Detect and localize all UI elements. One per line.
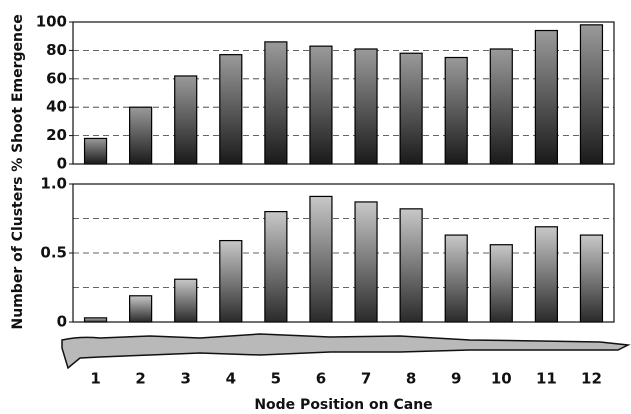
y-tick-label: 80 [46,41,67,59]
bar [85,318,107,322]
bar [265,42,287,164]
bar [310,46,332,164]
x-tick-label: 10 [491,370,512,388]
y-tick-label: 0 [57,313,67,331]
y-axis-label: Number of Clusters [10,177,26,330]
bar [535,31,557,164]
x-tick-label: 2 [135,370,145,388]
cane-illustration [62,334,628,368]
x-tick-label: 3 [180,370,190,388]
y-axis-label: % Shoot Emergence [10,14,26,172]
y-tick-label: 100 [36,13,67,31]
chart: 0 20 40 60 80 100 % Shoot Emergence 0 0.5 1.0 Numb… [0,0,631,414]
bar [175,76,197,164]
x-axis-label: Node Position on Cane [254,397,432,413]
x-tick-label: 6 [316,370,326,388]
y-tick-label: 0.5 [40,244,67,262]
bar [220,55,242,164]
bar [355,49,377,164]
x-tick-label: 7 [361,370,371,388]
bar [490,49,512,164]
bar [400,209,422,322]
bar [85,138,107,164]
bar [130,296,152,322]
plot-frame [73,22,614,164]
bar [130,107,152,164]
y-tick-label: 1.0 [40,175,67,193]
x-tick-label: 11 [536,370,557,388]
bar [220,241,242,322]
bar [535,227,557,322]
y-tick-label: 0 [57,155,67,173]
bar [445,235,467,322]
x-tick-label: 9 [451,370,461,388]
bar [580,25,602,164]
bar [400,53,422,164]
bar [580,235,602,322]
bar [265,212,287,322]
x-tick-label: 1 [90,370,100,388]
y-tick-label: 60 [46,69,67,87]
x-tick-label: 4 [226,370,236,388]
bar [355,202,377,322]
y-tick-label: 20 [46,126,67,144]
x-tick-label: 8 [406,370,416,388]
bar [310,196,332,322]
x-tick-label: 12 [581,370,602,388]
y-tick-label: 40 [46,98,67,116]
x-tick-label: 5 [271,370,281,388]
bar [445,58,467,165]
bar [490,245,512,322]
bar [175,279,197,322]
